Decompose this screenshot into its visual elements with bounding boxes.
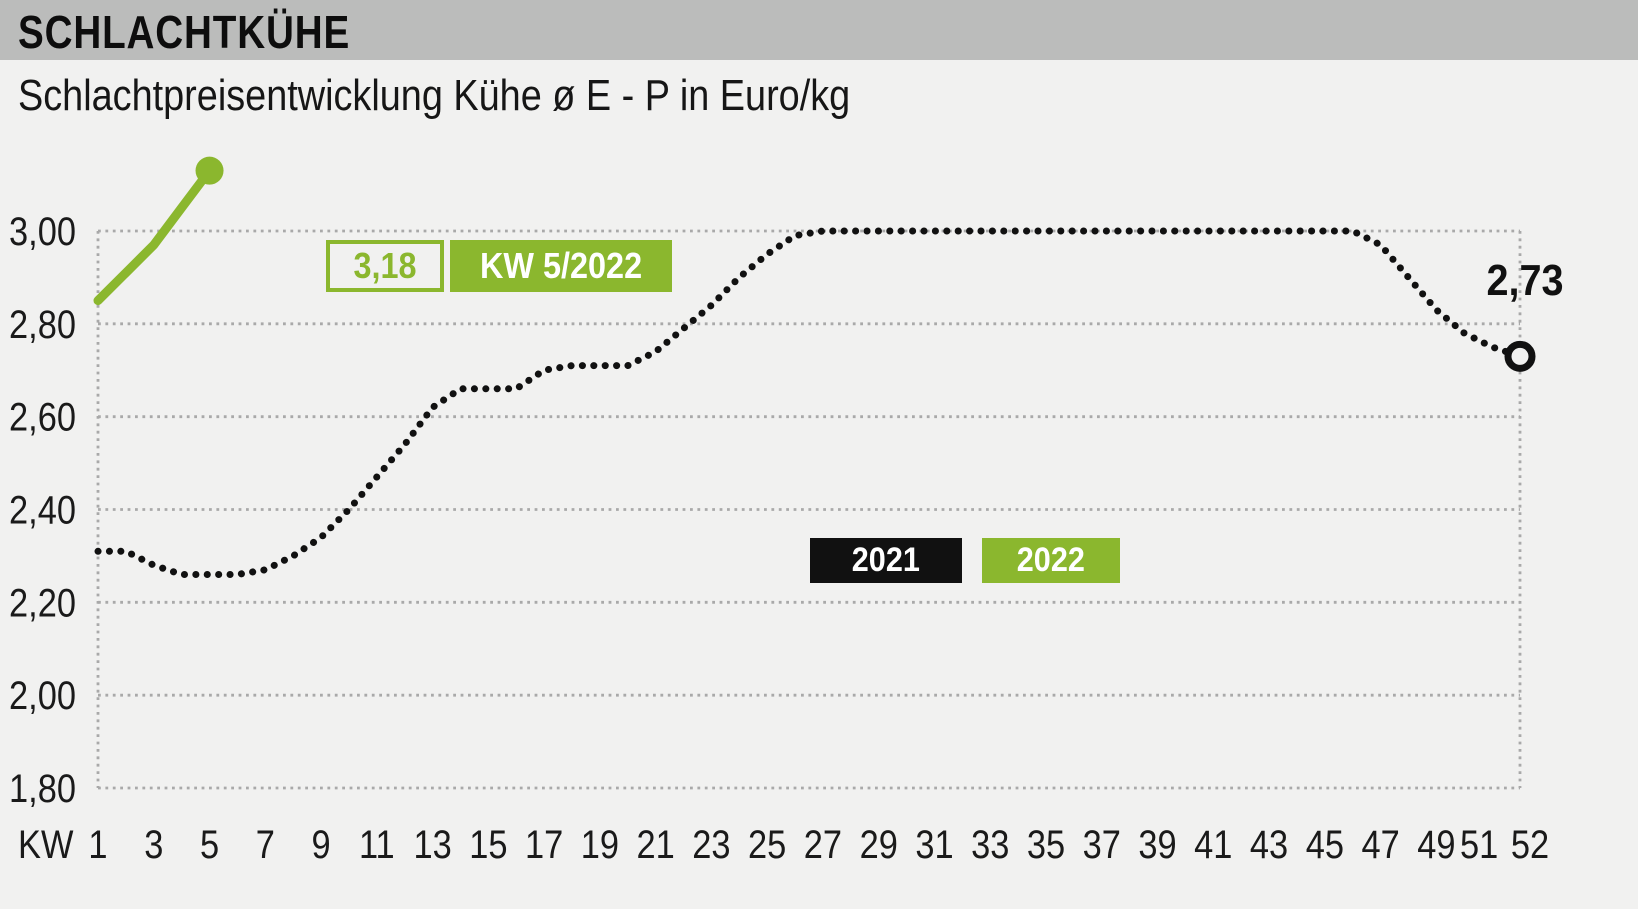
x-tick-5: 5	[200, 822, 219, 867]
x-tick-49: 49	[1417, 822, 1455, 867]
series-2021-line	[94, 227, 1524, 578]
legend-label-2022: 2022	[1016, 541, 1086, 579]
x-tick-21: 21	[637, 822, 675, 867]
x-tick-52: 52	[1511, 822, 1549, 867]
callout-week-box: KW 5/2022	[450, 240, 672, 292]
x-tick-9: 9	[311, 822, 330, 867]
y-tick-3,00: 3,00	[9, 209, 76, 254]
x-tick-19: 19	[581, 822, 619, 867]
legend: 2021 2022	[810, 538, 1120, 583]
latest-price-callout: 3,18 KW 5/2022	[326, 240, 672, 292]
header-bar	[0, 0, 1638, 60]
x-tick-13: 13	[413, 822, 451, 867]
x-tick-11: 11	[359, 822, 395, 867]
legend-label-2021: 2021	[851, 541, 921, 579]
callout-week: KW 5/2022	[479, 245, 643, 286]
series-2021-end-marker	[1504, 340, 1536, 372]
x-tick-1: 1	[88, 822, 107, 867]
y-tick-2,00: 2,00	[9, 673, 76, 718]
x-tick-45: 45	[1306, 822, 1344, 867]
x-tick-25: 25	[748, 822, 786, 867]
callout-value: 3,18	[353, 245, 417, 286]
y-tick-1,80: 1,80	[9, 766, 76, 811]
x-tick-51: 51	[1460, 822, 1498, 867]
x-tick-27: 27	[804, 822, 842, 867]
x-tick-31: 31	[915, 822, 953, 867]
x-tick-17: 17	[525, 822, 563, 867]
x-tick-39: 39	[1138, 822, 1176, 867]
x-tick-15: 15	[469, 822, 507, 867]
series-2022-line	[93, 166, 214, 306]
y-tick-2,20: 2,20	[9, 580, 76, 625]
x-tick-29: 29	[860, 822, 898, 867]
series-2022-end-marker	[195, 156, 224, 185]
x-tick-35: 35	[1027, 822, 1065, 867]
chart-title: Schlachtpreisentwicklung Kühe ø E - P in…	[18, 71, 851, 120]
x-tick-41: 41	[1194, 822, 1232, 867]
x-tick-7: 7	[256, 822, 275, 867]
legend-item-2021: 2021	[810, 538, 962, 583]
callout-value-box: 3,18	[326, 240, 444, 292]
x-tick-37: 37	[1083, 822, 1121, 867]
x-tick-47: 47	[1361, 822, 1399, 867]
page-title: SCHLACHTKÜHE	[18, 6, 351, 58]
legend-item-2022: 2022	[982, 538, 1120, 583]
x-tick-23: 23	[692, 822, 730, 867]
y-tick-2,60: 2,60	[9, 394, 76, 439]
x-tick-43: 43	[1250, 822, 1288, 867]
end-value-label: 2,73	[1486, 256, 1564, 305]
x-tick-33: 33	[971, 822, 1009, 867]
x-tick-3: 3	[144, 822, 163, 867]
y-tick-2,80: 2,80	[9, 301, 76, 346]
y-tick-2,40: 2,40	[9, 487, 76, 532]
x-axis-prefix: KW	[18, 822, 74, 867]
